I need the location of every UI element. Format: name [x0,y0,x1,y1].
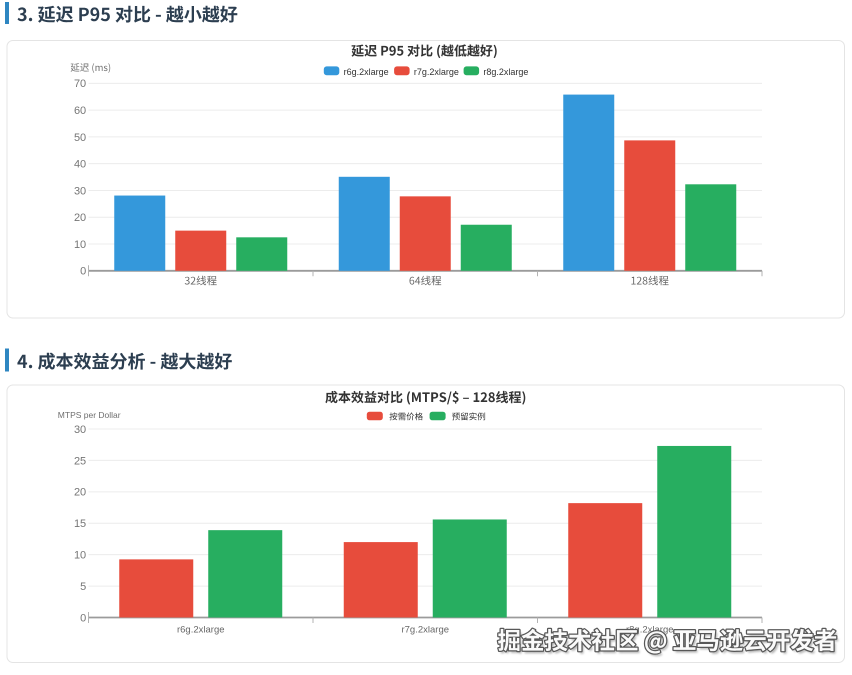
svg-text:60: 60 [74,105,86,117]
svg-text:r6g.2xlarge: r6g.2xlarge [177,625,225,636]
svg-text:r7g.2xlarge: r7g.2xlarge [414,67,459,77]
svg-text:70: 70 [74,78,86,90]
svg-text:10: 10 [74,239,86,251]
svg-text:15: 15 [74,518,86,530]
svg-text:40: 40 [74,159,86,171]
svg-text:20: 20 [74,212,86,224]
svg-text:25: 25 [74,455,86,467]
svg-text:10: 10 [74,550,86,562]
svg-text:0: 0 [80,266,86,278]
svg-text:r6g.2xlarge: r6g.2xlarge [344,67,389,77]
svg-text:50: 50 [74,132,86,144]
svg-text:r7g.2xlarge: r7g.2xlarge [401,625,449,636]
svg-text:20: 20 [74,487,86,499]
svg-text:0: 0 [80,612,86,624]
svg-text:30: 30 [74,424,86,436]
svg-text:r8g.2xlarge: r8g.2xlarge [483,67,528,77]
svg-text:r8g.2xlarge: r8g.2xlarge [626,625,674,636]
svg-text:5: 5 [80,581,86,593]
svg-text:MTPS per Dollar: MTPS per Dollar [58,410,121,420]
svg-text:30: 30 [74,185,86,197]
